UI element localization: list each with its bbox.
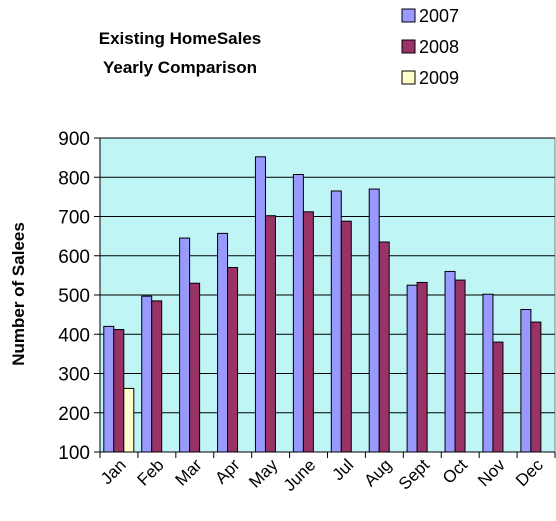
bar-2008-nov <box>492 341 504 453</box>
y-tick-label: 400 <box>58 325 90 346</box>
bar-2007-nov <box>482 293 494 453</box>
bar-2007-oct <box>444 270 456 453</box>
legend-swatch <box>401 39 416 54</box>
legend: 2007 2008 2009 <box>401 6 459 88</box>
legend-label: 2009 <box>419 68 459 88</box>
x-category-label: Jan <box>97 455 130 488</box>
y-tick-labels: 100 200 300 400 500 600 700 800 900 <box>58 129 90 464</box>
bar-2007-june <box>292 174 304 453</box>
bar-2008-jul <box>340 220 352 453</box>
legend-label: 2008 <box>419 37 459 57</box>
bar-2007-apr <box>217 232 229 453</box>
bar-2008-dec <box>530 321 542 453</box>
bar-2007-mar <box>179 237 191 453</box>
y-tick-label: 100 <box>58 443 90 464</box>
y-tick-label: 900 <box>58 129 90 150</box>
bar-2007-dec <box>520 309 532 453</box>
bar-2008-jan <box>113 329 125 453</box>
x-category-label: Sept <box>395 455 433 493</box>
y-tick-label: 700 <box>58 208 90 229</box>
x-category-label: Oct <box>439 455 471 487</box>
bar-2007-sept <box>406 284 418 453</box>
x-category-label: Dec <box>512 455 547 490</box>
bar-2007-jan <box>103 325 115 453</box>
legend-swatch <box>401 8 416 23</box>
y-tick-label: 300 <box>58 365 90 386</box>
bar-2007-jul <box>330 190 342 453</box>
y-tick-label: 600 <box>58 247 90 268</box>
bar-2008-aug <box>378 241 390 453</box>
y-tick-label: 800 <box>58 168 90 189</box>
legend-swatch <box>401 70 416 85</box>
bar-2008-may <box>264 215 276 453</box>
bar-2008-mar <box>189 282 201 453</box>
x-category-label: Nov <box>474 455 509 490</box>
bar-2007-aug <box>368 188 380 453</box>
axes <box>99 138 556 458</box>
x-category-label: Apr <box>211 455 243 487</box>
y-tick-label: 500 <box>58 286 90 307</box>
x-category-label: Aug <box>360 455 395 490</box>
gridlines <box>94 137 555 453</box>
x-category-label: Mar <box>171 455 205 489</box>
chart-title-line-2: Yearly Comparison <box>103 58 257 77</box>
bar-2008-oct <box>454 279 466 453</box>
y-axis-title: Number of Salees <box>9 222 28 366</box>
y-tick-label: 200 <box>58 404 90 425</box>
bar-2007-feb <box>141 295 153 453</box>
x-category-label: June <box>280 455 320 495</box>
chart-title-line-1: Existing HomeSales <box>99 29 262 48</box>
bar-2007-may <box>254 156 266 453</box>
legend-label: 2007 <box>419 6 459 26</box>
bar-2008-apr <box>227 267 239 453</box>
bar-2009-jan <box>123 387 135 453</box>
x-category-label: May <box>245 455 281 491</box>
bar-2008-feb <box>151 300 163 453</box>
x-category-label: Jul <box>328 455 357 484</box>
x-category-label: Feb <box>134 455 168 489</box>
bar-2008-june <box>302 211 314 453</box>
bar-2008-sept <box>416 281 428 453</box>
